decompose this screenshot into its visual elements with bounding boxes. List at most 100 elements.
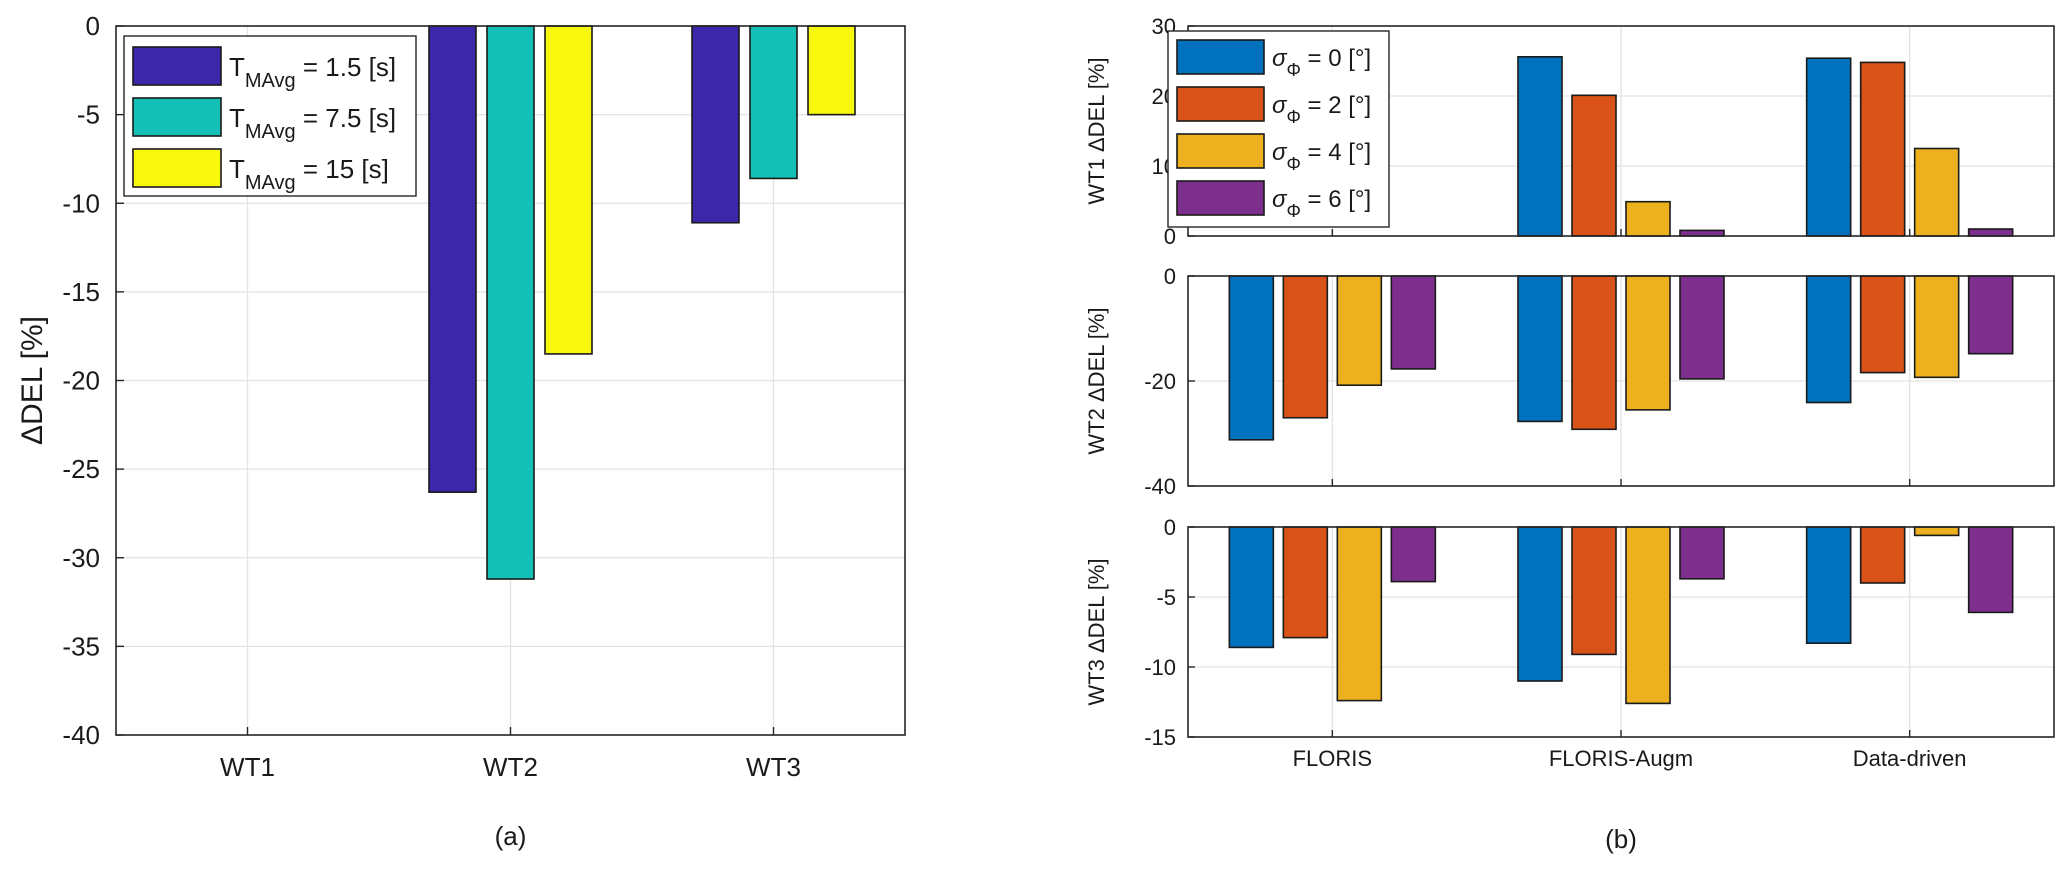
bar — [1679, 526, 1725, 580]
y-tick-label: -15 — [1144, 725, 1176, 750]
legend-label-sub: Φ — [1286, 60, 1300, 80]
legend-label-sub: Φ — [1286, 107, 1300, 127]
y-tick-label: -40 — [1144, 474, 1176, 499]
legend-swatch — [1176, 39, 1265, 75]
panel-label: (b) — [1605, 824, 1637, 854]
bar — [1625, 275, 1671, 411]
legend-label: TMAvg = 15 [s] — [229, 154, 389, 194]
bar — [544, 25, 593, 355]
legend-label-rest: = 2 [°] — [1301, 92, 1371, 119]
legend-label: σΦ = 0 [°] — [1272, 45, 1371, 80]
bar — [1228, 275, 1275, 441]
y-tick-label: -20 — [1144, 369, 1176, 394]
x-tick-label: WT3 — [746, 752, 801, 782]
legend-label-base: σ — [1272, 139, 1288, 166]
bar — [1625, 526, 1671, 705]
bar — [486, 25, 535, 580]
y-tick-label: -40 — [62, 720, 100, 750]
bar — [1390, 275, 1437, 370]
legend-label-rest: = 4 [°] — [1301, 139, 1371, 166]
bar — [1967, 526, 2014, 614]
y-tick-label: -10 — [1144, 655, 1176, 680]
bar — [1913, 275, 1960, 379]
legend-label-sub: Φ — [1286, 154, 1300, 174]
legend-swatch — [1176, 133, 1265, 169]
y-axis-label: WT3 ΔDEL [%] — [1084, 558, 1109, 705]
bar — [1571, 275, 1617, 431]
bar — [1625, 200, 1671, 237]
legend-label-sub: Φ — [1286, 201, 1300, 221]
legend-label-sub: MAvg — [245, 121, 296, 143]
bar — [807, 25, 856, 116]
y-tick-label: -20 — [62, 366, 100, 396]
bar — [1282, 275, 1329, 419]
legend-swatch — [132, 46, 222, 86]
bar — [1336, 526, 1383, 702]
y-tick-label: -10 — [62, 188, 100, 218]
y-tick-label: -25 — [62, 454, 100, 484]
x-tick-label: FLORIS-Augm — [1549, 746, 1693, 771]
bar — [1679, 229, 1725, 237]
legend-swatch — [1176, 180, 1265, 216]
bar — [1517, 55, 1563, 237]
legend-label: TMAvg = 7.5 [s] — [229, 103, 396, 143]
legend-label: σΦ = 2 [°] — [1272, 92, 1371, 127]
legend: σΦ = 0 [°]σΦ = 2 [°]σΦ = 4 [°]σΦ = 6 [°] — [1167, 30, 1390, 228]
legend-label-base: σ — [1272, 45, 1288, 72]
bar — [1282, 526, 1329, 639]
bar — [1859, 275, 1906, 374]
bar — [1913, 147, 1960, 237]
legend-label-rest: = 6 [°] — [1301, 186, 1371, 213]
legend-label-rest: = 0 [°] — [1301, 45, 1371, 72]
legend-label-base: σ — [1272, 186, 1288, 213]
bar — [1913, 526, 1960, 537]
x-tick-label: FLORIS — [1293, 746, 1372, 771]
subplot-2: 0 -20 -40 WT2 ΔDEL [%] — [1084, 264, 2055, 499]
legend-label-rest: = 15 [s] — [296, 154, 389, 184]
subplot-3: 0 -5 -10 -15 WT3 ΔDEL [%] — [1084, 515, 2055, 750]
legend-label-rest: = 1.5 [s] — [296, 52, 396, 82]
x-tick-label: Data-driven — [1853, 746, 1967, 771]
y-axis-label: ΔDEL [%] — [16, 316, 49, 445]
legend-label-base: T — [229, 103, 245, 133]
bar — [1228, 526, 1275, 649]
bar — [1517, 275, 1563, 423]
bar — [1859, 61, 1906, 237]
panel-label: (a) — [495, 821, 527, 851]
bar — [1967, 275, 2014, 355]
legend-swatch — [1176, 86, 1265, 122]
bar — [1805, 526, 1852, 644]
bar — [691, 25, 740, 224]
legend-label-base: T — [229, 154, 245, 184]
y-tick-label: -15 — [62, 277, 100, 307]
bar — [1805, 275, 1852, 404]
bar — [1336, 275, 1383, 386]
bar — [749, 25, 798, 180]
bar — [1571, 526, 1617, 656]
y-axis-label: WT1 ΔDEL [%] — [1084, 57, 1109, 204]
x-tick-label: WT1 — [220, 752, 275, 782]
y-tick-label: -35 — [62, 631, 100, 661]
legend-label: σΦ = 6 [°] — [1272, 186, 1371, 221]
legend-swatch — [132, 148, 222, 188]
legend-label: TMAvg = 1.5 [s] — [229, 52, 396, 92]
y-tick-label: -5 — [1156, 585, 1176, 610]
legend-label-sub: MAvg — [245, 70, 296, 92]
y-tick-label: -30 — [62, 543, 100, 573]
bar — [1571, 94, 1617, 237]
bar — [1805, 57, 1852, 237]
y-tick-label: 0 — [1164, 224, 1176, 249]
legend-label-base: σ — [1272, 92, 1288, 119]
chart-a: 0 -5 -10 -15 -20 -25 -30 -35 -40 WT1 WT2 WT3 ΔDEL [%… — [16, 11, 906, 851]
bar — [1967, 228, 2014, 237]
bar — [428, 25, 477, 493]
legend-label-sub: MAvg — [245, 172, 296, 194]
bar — [1679, 275, 1725, 380]
y-axis-label: WT2 ΔDEL [%] — [1084, 307, 1109, 454]
bar — [1517, 526, 1563, 682]
y-tick-label: -5 — [77, 100, 100, 130]
legend-label-rest: = 7.5 [s] — [296, 103, 396, 133]
